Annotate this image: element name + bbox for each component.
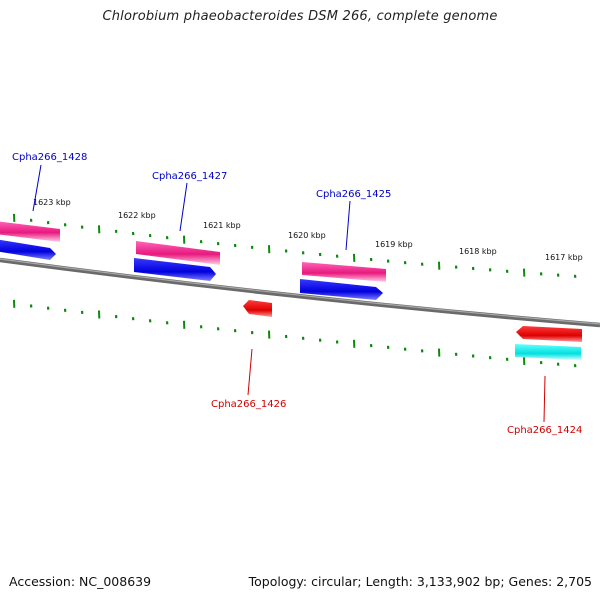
gene-label: Cpha266_1428 bbox=[12, 152, 87, 163]
gene-label: Cpha266_1427 bbox=[152, 171, 227, 182]
kbp-label: 1617 kbp bbox=[545, 253, 583, 262]
gene-cpha266-1428[interactable]: Cpha266_1428 bbox=[0, 152, 87, 260]
gene-arrow-blue bbox=[134, 258, 216, 281]
gene-arrow-red bbox=[516, 326, 582, 342]
map-title: Chlorobium phaeobacteroides DSM 266, com… bbox=[102, 9, 498, 24]
gene-label: Cpha266_1425 bbox=[316, 189, 391, 200]
gene-track-pink bbox=[0, 221, 60, 242]
gene-label: Cpha266_1424 bbox=[507, 425, 582, 436]
gene-arrow-blue bbox=[300, 279, 383, 300]
gene-leader-line bbox=[247, 348, 253, 396]
gene-leader-line bbox=[179, 182, 188, 232]
gene-arrow-blue bbox=[0, 239, 56, 260]
gene-leader-line bbox=[32, 164, 42, 212]
gene-cpha266-1426[interactable]: Cpha266_1426 bbox=[211, 300, 286, 410]
gene-cpha266-1425[interactable]: Cpha266_1425 bbox=[300, 189, 391, 300]
kbp-label: 1618 kbp bbox=[459, 247, 497, 256]
gene-leader-line bbox=[543, 375, 546, 423]
gene-arrow-red bbox=[243, 300, 272, 317]
tick-marks bbox=[13, 213, 577, 368]
kbp-label: 1623 kbp bbox=[33, 198, 71, 207]
genome-backbone bbox=[0, 257, 600, 328]
kbp-label: 1620 kbp bbox=[288, 231, 326, 240]
gene-leader-line bbox=[345, 200, 351, 251]
kbp-label: 1622 kbp bbox=[118, 211, 156, 220]
gene-cpha266-1427[interactable]: Cpha266_1427 bbox=[134, 171, 227, 281]
gene-track-pink bbox=[136, 241, 220, 265]
gene-cpha266-1424[interactable]: Cpha266_1424 bbox=[507, 326, 582, 436]
gene-track-pink bbox=[302, 262, 386, 282]
genome-backbone-highlight bbox=[0, 258, 600, 325]
kbp-label: 1621 kbp bbox=[203, 221, 241, 230]
topology-text: Topology: circular; Length: 3,133,902 bp… bbox=[248, 574, 592, 589]
kbp-label: 1619 kbp bbox=[375, 240, 413, 249]
gene-track-cyan bbox=[515, 344, 581, 360]
gene-label: Cpha266_1426 bbox=[211, 399, 286, 410]
accession-text: Accession: NC_008639 bbox=[9, 574, 152, 589]
